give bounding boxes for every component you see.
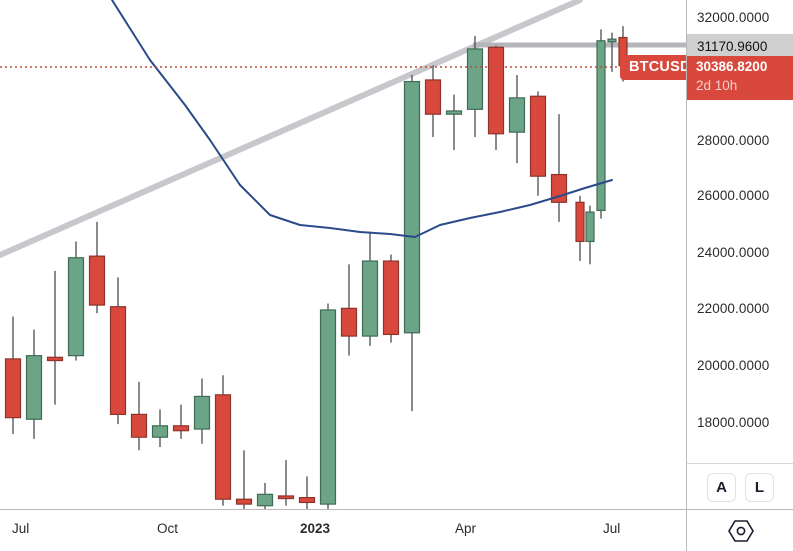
candles — [4, 26, 628, 509]
candle-body — [508, 97, 526, 133]
candle — [193, 378, 211, 444]
candle-body — [529, 95, 547, 177]
candle-body — [607, 38, 617, 43]
candle — [550, 114, 568, 222]
price-tick: 20000.0000 — [697, 358, 770, 373]
candle — [277, 460, 295, 506]
current-price-badge[interactable]: 30386.8200 2d 10h — [687, 56, 793, 100]
candle — [130, 381, 148, 451]
time-axis[interactable]: Jul Oct 2023 Apr Jul — [0, 509, 686, 551]
auto-scale-button[interactable]: A — [707, 472, 736, 502]
candle-body — [487, 46, 505, 135]
candle-body — [277, 495, 295, 500]
candle — [214, 375, 232, 506]
candle-body — [193, 395, 211, 430]
candle-body — [25, 355, 43, 420]
candle — [487, 45, 505, 151]
candle-body — [256, 493, 274, 507]
candle-body — [466, 48, 484, 110]
candle — [361, 231, 379, 346]
candle — [575, 195, 585, 262]
time-tick: Jul — [603, 521, 621, 536]
candle-body — [4, 358, 22, 419]
candle-body — [361, 260, 379, 337]
candle-body — [445, 110, 463, 115]
candle — [109, 277, 127, 425]
candle — [424, 65, 442, 138]
candle — [25, 329, 43, 439]
candle — [508, 75, 526, 164]
candle-body — [585, 211, 595, 243]
candle — [88, 221, 106, 314]
chart-plot-area[interactable] — [0, 0, 686, 509]
candle — [445, 94, 463, 151]
candle — [403, 75, 421, 412]
overlays-front — [0, 0, 686, 238]
candle-body — [214, 394, 232, 500]
candle — [596, 29, 606, 219]
settings-hexagon-icon — [727, 519, 754, 542]
current-price-value: 30386.8200 — [696, 59, 768, 74]
chart-svg — [0, 0, 686, 509]
candle-body — [172, 425, 190, 432]
candle-body — [88, 255, 106, 306]
candle-body — [109, 306, 127, 415]
price-tick: 28000.0000 — [697, 133, 770, 148]
candle — [585, 205, 595, 265]
candle — [46, 270, 64, 405]
candle — [4, 316, 22, 434]
last-price-value: 31170.9600 — [697, 39, 768, 54]
candle-body — [403, 80, 421, 334]
candle-body — [67, 257, 85, 357]
price-tick: 22000.0000 — [697, 301, 770, 316]
candle — [529, 91, 547, 196]
candle — [235, 450, 253, 509]
candle — [151, 409, 169, 448]
candle-body — [235, 498, 253, 505]
last-price-badge: 31170.9600 — [687, 34, 793, 59]
time-tick: Apr — [455, 521, 477, 536]
candle — [340, 264, 358, 356]
time-tick: Oct — [157, 521, 179, 536]
candle-body — [151, 425, 169, 438]
candle-body — [46, 356, 64, 362]
axis-scale-buttons: A L — [686, 463, 793, 510]
chart-settings-button[interactable] — [686, 509, 793, 551]
candle — [298, 476, 316, 509]
price-tick: 18000.0000 — [697, 415, 770, 430]
candle-body — [424, 79, 442, 115]
candle — [256, 482, 274, 509]
candle-body — [382, 260, 400, 336]
bar-countdown: 2d 10h — [696, 78, 738, 93]
price-axis[interactable]: 32000.0000 28000.0000 26000.0000 24000.0000… — [686, 0, 793, 509]
candle — [319, 303, 337, 509]
price-tick: 32000.0000 — [697, 10, 770, 25]
candle — [382, 254, 400, 343]
time-tick: Jul — [12, 521, 30, 536]
overlays-back — [0, 0, 686, 258]
candle-body — [575, 201, 585, 243]
time-tick: 2023 — [300, 521, 331, 536]
candle — [607, 32, 617, 72]
moving-average[interactable] — [111, 0, 613, 238]
price-tick: 26000.0000 — [697, 188, 770, 203]
candle-body — [130, 413, 148, 438]
candle — [67, 241, 85, 361]
candle — [172, 404, 190, 439]
price-tick: 24000.0000 — [697, 245, 770, 260]
log-scale-button[interactable]: L — [745, 472, 774, 502]
candle — [466, 35, 484, 138]
candle-body — [319, 309, 337, 505]
candle-body — [298, 496, 316, 504]
candle-body — [596, 40, 606, 212]
candle-body — [340, 307, 358, 337]
